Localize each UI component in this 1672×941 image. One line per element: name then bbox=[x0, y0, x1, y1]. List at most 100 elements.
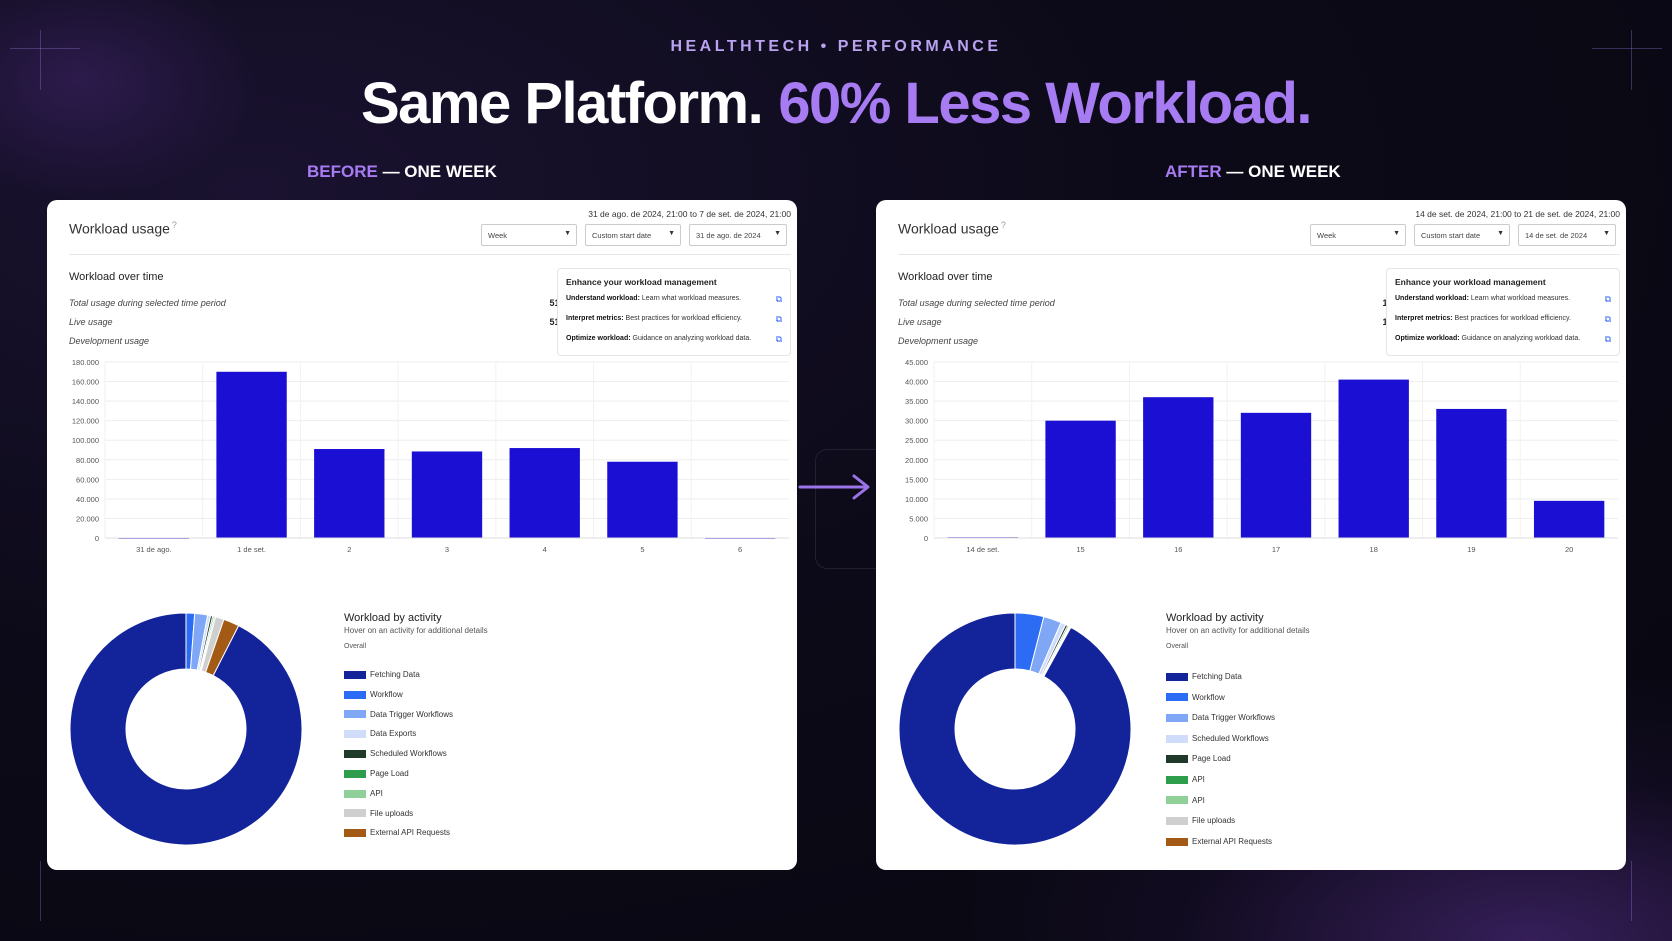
x-tick-label: 19 bbox=[1467, 545, 1475, 554]
legend-swatch bbox=[1166, 693, 1188, 702]
y-tick-label: 100.000 bbox=[72, 436, 99, 445]
activity-subtitle: Hover on an activity for additional deta… bbox=[1166, 626, 1310, 635]
legend-item[interactable]: Scheduled Workflows bbox=[344, 749, 447, 761]
x-tick-label: 20 bbox=[1565, 545, 1573, 554]
bar[interactable] bbox=[1338, 379, 1409, 538]
activity-title: Workload by activity bbox=[1166, 612, 1264, 624]
legend-item[interactable]: File uploads bbox=[344, 809, 413, 821]
x-tick-label: 31 de ago. bbox=[136, 545, 171, 554]
external-link-icon[interactable]: ⧉ bbox=[1604, 334, 1611, 344]
background-glow-top-left bbox=[0, 0, 260, 200]
arrow-right-icon bbox=[798, 474, 870, 500]
date-range: 31 de ago. de 2024, 21:00 to 7 de set. d… bbox=[588, 209, 791, 219]
legend-swatch bbox=[344, 769, 366, 778]
x-tick-label: 15 bbox=[1076, 545, 1084, 554]
legend-item[interactable]: API bbox=[344, 789, 383, 801]
headline-accent: 60% Less Workload. bbox=[778, 71, 1312, 136]
stat-label: Live usage bbox=[69, 317, 113, 327]
tip-link[interactable]: Understand workload: Learn what workload… bbox=[566, 295, 742, 302]
legend-item[interactable]: External API Requests bbox=[344, 828, 450, 840]
bar[interactable] bbox=[1533, 500, 1605, 538]
x-tick-label: 1 de set. bbox=[237, 545, 266, 554]
stat-label: Development usage bbox=[69, 336, 150, 346]
stat-label: Development usage bbox=[898, 336, 979, 346]
corner-decoration bbox=[40, 30, 41, 90]
tip-link[interactable]: Optimize workload: Guidance on analyzing… bbox=[566, 335, 752, 342]
external-link-icon[interactable]: ⧉ bbox=[1604, 294, 1611, 304]
bar[interactable] bbox=[1045, 420, 1116, 538]
donut-slice[interactable] bbox=[69, 612, 303, 846]
divider bbox=[69, 254, 791, 255]
x-tick-label: 16 bbox=[1174, 545, 1182, 554]
tips-title: Enhance your workload management bbox=[566, 277, 717, 287]
bar[interactable] bbox=[411, 451, 483, 538]
legend-swatch bbox=[1166, 672, 1188, 681]
panel-label-before: BEFORE — ONE WEEK bbox=[307, 162, 497, 181]
legend-item[interactable]: Page Load bbox=[1166, 754, 1231, 766]
caret-down-icon: ▼ bbox=[1497, 230, 1504, 237]
legend-item[interactable]: API bbox=[1166, 775, 1205, 787]
x-tick-label: 18 bbox=[1370, 545, 1378, 554]
external-link-icon[interactable]: ⧉ bbox=[775, 334, 782, 344]
y-tick-label: 180.000 bbox=[72, 358, 99, 367]
legend-item[interactable]: Workflow bbox=[1166, 693, 1225, 705]
caret-down-icon: ▼ bbox=[1393, 230, 1400, 237]
bar[interactable] bbox=[314, 449, 385, 538]
corner-decoration bbox=[10, 48, 80, 49]
date-range: 14 de set. de 2024, 21:00 to 21 de set. … bbox=[1415, 209, 1620, 219]
legend-item[interactable]: Data Exports bbox=[344, 729, 416, 741]
legend-item[interactable]: Page Load bbox=[344, 769, 409, 781]
legend-swatch bbox=[344, 690, 366, 699]
card-title: Workload usage? bbox=[898, 220, 1006, 237]
tip-link[interactable]: Understand workload: Learn what workload… bbox=[1395, 295, 1571, 302]
period-dropdown[interactable]: Week ▼ bbox=[481, 224, 577, 246]
bar[interactable] bbox=[509, 448, 580, 538]
legend-item[interactable]: Fetching Data bbox=[344, 670, 420, 682]
external-link-icon[interactable]: ⧉ bbox=[775, 294, 782, 304]
legend-item[interactable]: Fetching Data bbox=[1166, 672, 1242, 684]
legend-item[interactable]: External API Requests bbox=[1166, 837, 1272, 849]
stat-label: Total usage during selected time period bbox=[69, 298, 226, 308]
tip-link[interactable]: Optimize workload: Guidance on analyzing… bbox=[1395, 335, 1581, 342]
external-link-icon[interactable]: ⧉ bbox=[1604, 314, 1611, 324]
y-tick-label: 40.000 bbox=[76, 495, 99, 504]
start-mode-dropdown[interactable]: Custom start date ▼ bbox=[585, 224, 681, 246]
legend-swatch bbox=[1166, 796, 1188, 805]
legend-item[interactable]: Scheduled Workflows bbox=[1166, 734, 1269, 746]
donut-slice[interactable] bbox=[898, 612, 1132, 846]
bar[interactable] bbox=[1240, 412, 1312, 538]
legend-swatch bbox=[344, 829, 366, 838]
bar[interactable] bbox=[216, 371, 287, 538]
tip-link[interactable]: Interpret metrics: Best practices for wo… bbox=[1395, 315, 1571, 322]
stat-label: Total usage during selected time period bbox=[898, 298, 1055, 308]
legend-item[interactable]: API bbox=[1166, 796, 1205, 808]
legend-item[interactable]: Workflow bbox=[344, 690, 403, 702]
x-tick-label: 6 bbox=[738, 545, 742, 554]
legend-item[interactable]: Data Trigger Workflows bbox=[344, 710, 453, 722]
caret-down-icon: ▼ bbox=[774, 230, 781, 237]
help-icon[interactable]: ? bbox=[1000, 220, 1006, 230]
period-dropdown[interactable]: Week ▼ bbox=[1310, 224, 1406, 246]
y-tick-label: 15.000 bbox=[905, 475, 928, 484]
headline: Same Platform. 60% Less Workload. bbox=[0, 70, 1672, 137]
tips-panel: Enhance your workload management Underst… bbox=[1386, 268, 1620, 356]
y-tick-label: 140.000 bbox=[72, 397, 99, 406]
bar[interactable] bbox=[1436, 408, 1507, 538]
legend-item[interactable]: Data Trigger Workflows bbox=[1166, 713, 1275, 725]
corner-decoration bbox=[1631, 30, 1632, 90]
help-icon[interactable]: ? bbox=[171, 220, 177, 230]
external-link-icon[interactable]: ⧉ bbox=[775, 314, 782, 324]
legend-item[interactable]: File uploads bbox=[1166, 816, 1235, 828]
start-date-dropdown[interactable]: 14 de set. de 2024 ▼ bbox=[1518, 224, 1616, 246]
section-title: Workload over time bbox=[69, 271, 164, 283]
tip-link[interactable]: Interpret metrics: Best practices for wo… bbox=[566, 315, 742, 322]
start-mode-dropdown[interactable]: Custom start date ▼ bbox=[1414, 224, 1510, 246]
legend-swatch bbox=[344, 789, 366, 798]
y-tick-label: 120.000 bbox=[72, 417, 99, 426]
bar[interactable] bbox=[607, 461, 678, 538]
legend-swatch bbox=[1166, 775, 1188, 784]
y-tick-label: 25.000 bbox=[905, 436, 928, 445]
start-date-dropdown[interactable]: 31 de ago. de 2024 ▼ bbox=[689, 224, 787, 246]
y-tick-label: 0 bbox=[95, 534, 99, 543]
bar[interactable] bbox=[1143, 397, 1214, 538]
